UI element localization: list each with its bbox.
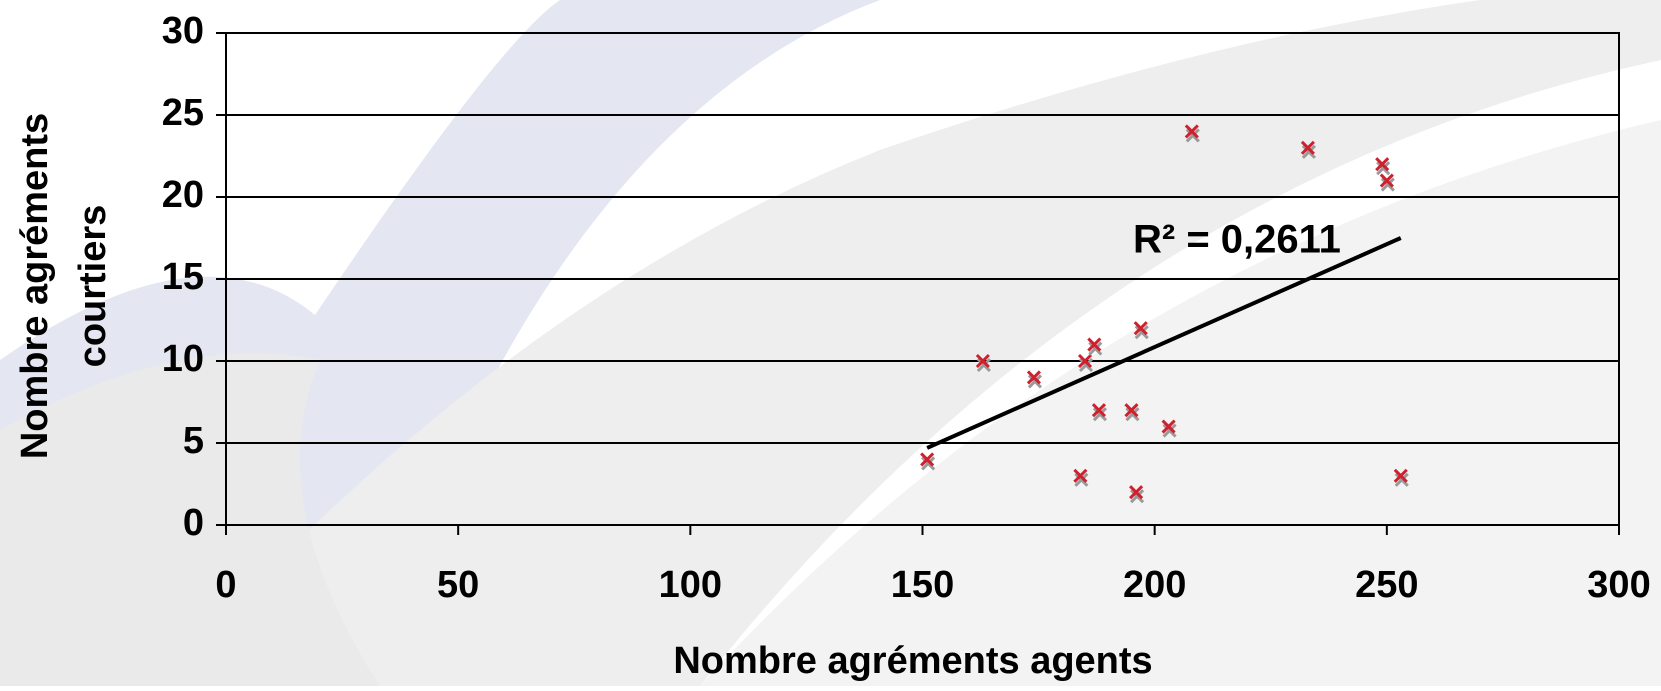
- x-tick-label: 50: [437, 564, 479, 606]
- annotation: R² = 0,2611: [1133, 218, 1341, 262]
- marker-shadow: [1134, 325, 1149, 340]
- y-tick-label: 15: [162, 256, 204, 298]
- marker: [1091, 403, 1108, 422]
- marker: [1184, 124, 1200, 143]
- marker-shadow: [1088, 341, 1103, 356]
- marker-shadow: [1125, 407, 1140, 422]
- y-tick-label: 30: [162, 10, 204, 52]
- marker-shadow: [1092, 407, 1108, 422]
- marker-cross: [1077, 353, 1093, 369]
- marker: [1087, 337, 1103, 356]
- y-tick-label: 25: [162, 92, 204, 134]
- marker-shadow: [1074, 472, 1089, 487]
- x-tick-label: 300: [1587, 564, 1650, 606]
- x-tick-label: 100: [659, 564, 722, 606]
- marker-shadow: [976, 357, 991, 373]
- marker: [1073, 468, 1089, 487]
- y-tick-label: 10: [162, 338, 204, 380]
- marker: [975, 353, 991, 373]
- y-tick-label: 5: [183, 420, 204, 462]
- plot-frame: [225, 32, 1620, 526]
- marker-shadow: [921, 456, 936, 471]
- marker-shadow: [1162, 423, 1177, 438]
- marker: [1161, 419, 1177, 438]
- x-tick-label: 150: [891, 564, 954, 606]
- marker-cross: [1073, 468, 1088, 483]
- marker-shadow: [1185, 128, 1200, 143]
- y-tick-label: 0: [183, 502, 204, 544]
- x-tick-label: 250: [1355, 564, 1418, 606]
- marker: [1026, 370, 1043, 389]
- marker-cross: [1026, 370, 1042, 385]
- x-axis-title: Nombre agréments agents: [673, 640, 1152, 682]
- marker-cross: [1375, 157, 1390, 172]
- marker-shadow: [1027, 374, 1043, 389]
- y-tick-label: 20: [162, 174, 204, 216]
- trendline: [926, 236, 1402, 450]
- marker-cross: [1133, 321, 1148, 336]
- marker: [1375, 157, 1391, 176]
- marker-cross: [1091, 403, 1107, 418]
- x-tick-label: 0: [215, 564, 236, 606]
- marker-cross: [975, 353, 990, 369]
- marker-cross: [1124, 403, 1139, 418]
- marker-cross: [1129, 485, 1144, 500]
- marker: [1393, 468, 1409, 487]
- marker-shadow: [1376, 161, 1391, 176]
- marker: [1133, 321, 1149, 340]
- marker: [1379, 173, 1395, 192]
- marker-cross: [1393, 468, 1408, 483]
- marker-shadow: [1380, 177, 1395, 192]
- marker-shadow: [1301, 144, 1316, 159]
- marker: [1129, 485, 1145, 504]
- marker-cross: [1379, 173, 1394, 188]
- marker-shadow: [1130, 489, 1145, 504]
- marker-cross: [1300, 140, 1315, 155]
- marker-cross: [920, 452, 935, 467]
- marker: [1300, 140, 1316, 159]
- marker-cross: [1087, 337, 1102, 352]
- marker: [1124, 403, 1140, 422]
- y-axis-title: courtiers: [72, 205, 114, 368]
- marker-cross: [1184, 124, 1199, 139]
- marker: [1077, 353, 1094, 373]
- marker: [920, 452, 936, 471]
- x-tick-label: 200: [1123, 564, 1186, 606]
- y-axis-title: Nombre agréments: [14, 113, 56, 459]
- marker-shadow: [1394, 472, 1409, 487]
- marker-cross: [1161, 419, 1176, 434]
- marker-shadow: [1078, 357, 1094, 373]
